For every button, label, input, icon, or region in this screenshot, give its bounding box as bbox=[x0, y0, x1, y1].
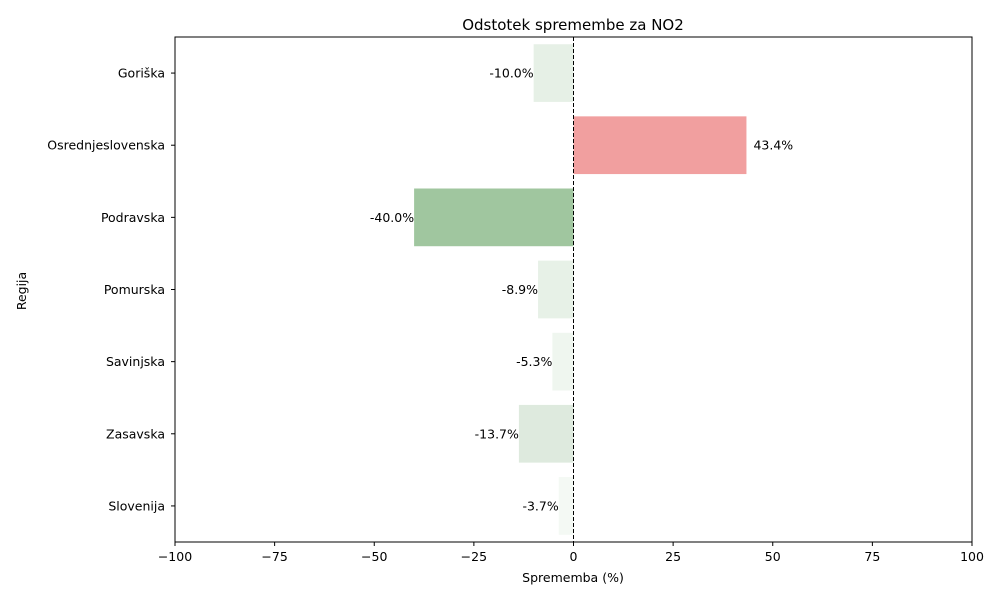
bars bbox=[414, 44, 747, 535]
data-label: -8.9% bbox=[502, 282, 538, 297]
y-tick-label: Goriška bbox=[118, 66, 165, 81]
y-tick-label: Slovenija bbox=[108, 498, 165, 513]
x-axis: −100 −75 −50 −25 0 25 50 75 100 bbox=[158, 542, 984, 564]
bar bbox=[538, 260, 574, 319]
x-tick-label: −75 bbox=[261, 549, 287, 564]
x-tick-label: 100 bbox=[960, 549, 984, 564]
bar bbox=[518, 404, 574, 463]
data-labels: -10.0% 43.4% -40.0% -8.9% -5.3% -13.7% -3.7% bbox=[370, 66, 793, 514]
x-tick-label: −50 bbox=[361, 549, 387, 564]
x-tick-label: 0 bbox=[570, 549, 578, 564]
data-label: 43.4% bbox=[753, 138, 793, 153]
y-tick-label: Osrednjeslovenska bbox=[47, 138, 165, 153]
data-label: -5.3% bbox=[516, 354, 552, 369]
x-tick-label: 50 bbox=[765, 549, 781, 564]
bar bbox=[533, 44, 574, 102]
bar bbox=[558, 477, 574, 535]
x-tick-label: −25 bbox=[461, 549, 487, 564]
y-axis-title: Regija bbox=[14, 272, 29, 310]
y-tick-label: Zasavska bbox=[106, 426, 165, 441]
data-label: -3.7% bbox=[522, 498, 558, 513]
bar bbox=[573, 116, 747, 175]
data-label: -10.0% bbox=[489, 66, 533, 81]
data-label: -40.0% bbox=[370, 210, 414, 225]
x-tick-label: 25 bbox=[665, 549, 681, 564]
bar bbox=[414, 188, 574, 247]
y-axis: Goriška Osrednjeslovenska Podravska Pomursk… bbox=[47, 66, 175, 513]
y-tick-label: Pomurska bbox=[104, 282, 165, 297]
data-label: -13.7% bbox=[475, 426, 519, 441]
x-tick-label: 75 bbox=[864, 549, 880, 564]
chart-title: Odstotek spremembe za NO2 bbox=[462, 16, 684, 34]
bar bbox=[552, 332, 574, 391]
y-tick-label: Podravska bbox=[101, 210, 165, 225]
x-tick-label: −100 bbox=[158, 549, 192, 564]
y-tick-label: Savinjska bbox=[106, 354, 165, 369]
x-axis-title: Sprememba (%) bbox=[522, 570, 624, 585]
